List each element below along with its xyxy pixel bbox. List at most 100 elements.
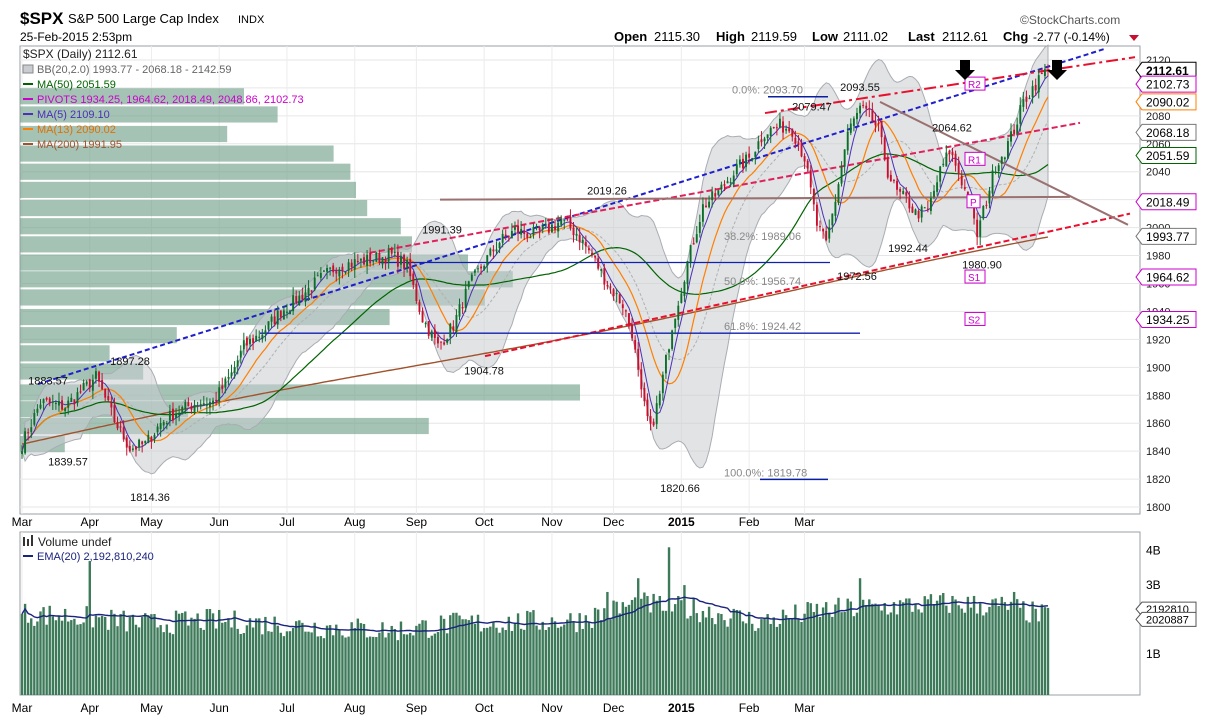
volume-bar (205, 609, 209, 695)
volume-bar (550, 617, 554, 695)
candle-body (42, 399, 45, 404)
candle-body (526, 233, 529, 238)
volume-bar (322, 638, 326, 695)
volume-bar (707, 606, 711, 695)
volume-bar (131, 614, 135, 695)
candle-body (369, 252, 372, 264)
price-badge-label: 2068.18 (1146, 126, 1190, 140)
volume-bar (384, 637, 387, 695)
candle-body (917, 210, 920, 219)
volume-bar (806, 602, 809, 695)
candle-body (631, 324, 634, 339)
candle-body (230, 372, 233, 376)
candle-body (569, 217, 572, 229)
price-badge (1135, 93, 1197, 111)
candle-body (973, 205, 976, 219)
ma200-line (21, 236, 1049, 445)
candle-body (957, 163, 960, 174)
volume-bar (224, 621, 227, 695)
candle-body (236, 360, 239, 367)
volume-bar (159, 625, 162, 695)
candle-body (923, 207, 926, 209)
candle-body (387, 250, 390, 262)
volume-bar (849, 601, 853, 695)
candle-body (347, 262, 350, 271)
candle-body (942, 163, 945, 166)
volume-bar (729, 618, 732, 695)
candle-body (412, 273, 415, 285)
volume-bar (190, 617, 193, 695)
volume-bar (784, 615, 788, 695)
volume-bar (754, 630, 757, 695)
volume-bar (181, 612, 184, 695)
volume-bar (476, 614, 480, 695)
candle-body (356, 260, 359, 263)
candle-body (945, 152, 948, 167)
candle-body (889, 174, 892, 181)
volume-bar (926, 599, 930, 695)
candle-body (239, 350, 242, 358)
volume-bar (751, 623, 754, 695)
volume-bar (747, 611, 751, 695)
volume-bar (600, 620, 603, 695)
candle-body (427, 321, 430, 336)
volume-bar (1022, 601, 1025, 695)
candle-body (735, 164, 738, 175)
candle-body (683, 281, 686, 297)
volume-bar (735, 609, 739, 695)
volume-bar (874, 603, 877, 695)
volume-bar (85, 606, 88, 695)
volume-bar (291, 628, 295, 695)
volume-bar (452, 612, 455, 695)
candle-body (976, 219, 979, 237)
volume-bar (304, 631, 307, 695)
y-tick-label: 2080 (1146, 111, 1170, 123)
volume-month-axis: Mar Apr May Jun Jul Aug Sep Oct Nov Dec 2015 Feb Mar (12, 701, 815, 715)
volume-bar (951, 595, 954, 695)
candle-body (168, 410, 171, 421)
volume-bar (211, 613, 215, 695)
candle-body (495, 249, 498, 252)
candle-body (563, 219, 566, 221)
volume-bar (128, 616, 132, 695)
candle-body (541, 226, 544, 230)
volume-bar (276, 625, 279, 695)
volume-bar (633, 597, 637, 695)
candle-body (778, 118, 781, 128)
volume-bar (741, 621, 745, 695)
candle-body (159, 423, 162, 430)
volume-bar (433, 633, 437, 695)
volume-bar (945, 605, 948, 695)
candle-body (73, 399, 76, 404)
volume-bar (526, 610, 529, 695)
volume-bar (504, 629, 507, 695)
price-annotation: 1814.36 (130, 492, 170, 504)
volume-bar (70, 620, 73, 695)
candle-body (689, 245, 692, 263)
price-badge-label: 1964.62 (1146, 271, 1190, 285)
candle-body (473, 270, 476, 273)
volume-bar (513, 622, 517, 695)
legend-ma5: MA(5) 2109.10 (37, 109, 110, 121)
volume-bar (372, 636, 375, 695)
price-badge-label: 1934.25 (1146, 313, 1190, 327)
volume-bar (914, 603, 917, 695)
month-label: May (140, 701, 163, 715)
volume-bar (985, 612, 988, 695)
price-badge-label: 2102.73 (1146, 78, 1190, 92)
volume-bar (624, 606, 628, 695)
volume-profile-bar (20, 163, 351, 180)
candle-body (609, 286, 612, 288)
volume-bar (590, 627, 594, 695)
volume-bar (868, 599, 871, 695)
price-annotation: 1883.57 (28, 375, 68, 387)
price-month-axis: Mar Apr May Jun Jul Aug Sep Oct Nov Dec 2015 Feb Mar (12, 515, 815, 529)
volume-bar (757, 628, 760, 695)
volume-bar (214, 628, 218, 695)
candle-body (544, 224, 547, 226)
volume-bar (1046, 607, 1050, 695)
volume-bar (760, 619, 763, 695)
volume-bar (991, 599, 994, 695)
candle-body (732, 175, 735, 185)
y-tick-label: 1900 (1146, 362, 1170, 374)
